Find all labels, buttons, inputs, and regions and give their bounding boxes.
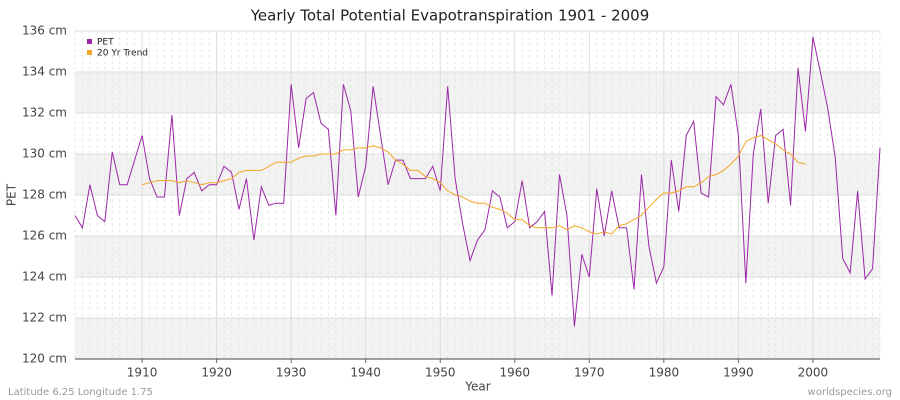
x-tick-label: 1910 <box>127 366 158 380</box>
x-tick-label: 1930 <box>276 366 307 380</box>
x-tick-label: 2000 <box>798 366 829 380</box>
x-tick-label: 1980 <box>649 366 680 380</box>
x-tick-label: 1960 <box>499 366 530 380</box>
y-tick-label: 122 cm <box>22 311 67 325</box>
footer-left: Latitude 6.25 Longitude 1.75 <box>8 387 153 398</box>
series-line <box>141 135 806 235</box>
y-tick-label: 130 cm <box>22 147 67 161</box>
y-tick-label: 136 cm <box>22 24 67 38</box>
x-tick-label: 1950 <box>425 366 456 380</box>
y-tick-label: 132 cm <box>22 106 67 120</box>
legend-swatch <box>87 50 92 55</box>
y-axis-label: PET <box>5 183 19 206</box>
series-line <box>74 37 881 327</box>
x-tick-label: 1970 <box>574 366 605 380</box>
x-tick-label: 1920 <box>201 366 232 380</box>
x-tick-label: 1940 <box>350 366 381 380</box>
y-tick-label: 126 cm <box>22 229 67 243</box>
y-tick-label: 128 cm <box>22 188 67 202</box>
y-tick-label: 120 cm <box>22 352 67 366</box>
legend-swatch <box>87 39 92 44</box>
y-tick-label: 134 cm <box>22 65 67 79</box>
y-tick-label: 124 cm <box>22 270 67 284</box>
footer-right: worldspecies.org <box>808 387 892 398</box>
x-tick-label: 1990 <box>723 366 754 380</box>
chart-title: Yearly Total Potential Evapotranspiratio… <box>250 7 650 25</box>
x-axis-label: Year <box>464 380 490 394</box>
legend-label: 20 Yr Trend <box>97 49 148 59</box>
legend-label: PET <box>97 38 114 48</box>
